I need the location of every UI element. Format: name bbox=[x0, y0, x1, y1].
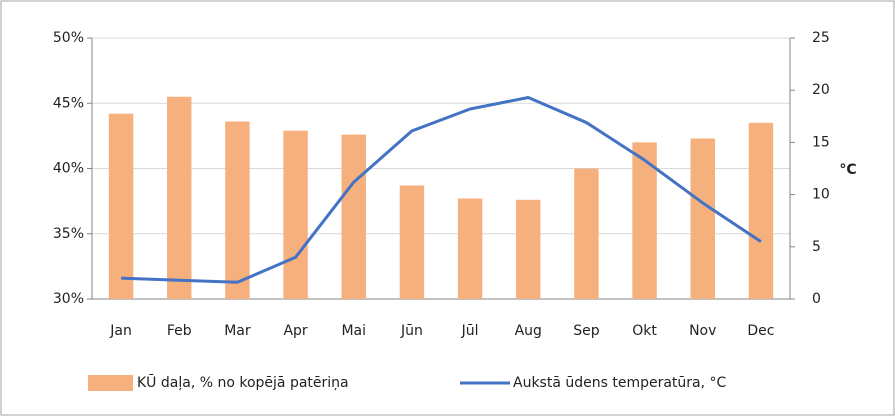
x-tick-label: Dec bbox=[747, 323, 774, 339]
y-tick-label: 30% bbox=[53, 291, 84, 307]
legend-swatch bbox=[88, 375, 133, 391]
x-tick-label: Mai bbox=[341, 323, 366, 339]
bar bbox=[516, 199, 541, 299]
x-tick-label: Nov bbox=[689, 323, 716, 339]
y-tick-label: 45% bbox=[53, 95, 84, 111]
y2-tick-label: 20 bbox=[812, 82, 830, 98]
legend-label: Aukstā ūdens temperatūra, °C bbox=[513, 375, 727, 391]
bar bbox=[341, 134, 366, 299]
bar bbox=[399, 185, 425, 299]
y-tick-label: 35% bbox=[53, 226, 84, 242]
x-tick-label: Jan bbox=[109, 323, 132, 339]
bar bbox=[457, 198, 483, 299]
y2-tick-label: 25 bbox=[812, 30, 830, 46]
bar bbox=[690, 138, 715, 299]
x-tick-label: Mar bbox=[224, 323, 251, 339]
legend-label: KŪ daļa, % no kopējā patēriņa bbox=[137, 374, 349, 391]
bar bbox=[283, 130, 308, 299]
y2-tick-label: 15 bbox=[812, 134, 830, 150]
x-tick-label: Aug bbox=[515, 323, 542, 339]
bar bbox=[167, 96, 192, 299]
line bbox=[121, 96, 762, 284]
y2-axis-title: °C bbox=[839, 162, 856, 178]
x-tick-label: Feb bbox=[167, 323, 192, 339]
x-tick-label: Okt bbox=[632, 323, 657, 339]
y2-tick-label: 10 bbox=[812, 187, 830, 203]
x-tick-label: Sep bbox=[573, 323, 600, 339]
y2-tick-label: 5 bbox=[812, 239, 821, 255]
x-tick-label: Jūn bbox=[400, 323, 423, 339]
bar bbox=[574, 168, 599, 299]
y-tick-label: 50% bbox=[53, 30, 84, 46]
bar bbox=[748, 122, 774, 299]
y-tick-label: 40% bbox=[53, 161, 84, 177]
x-tick-label: Jūl bbox=[461, 323, 479, 339]
bar bbox=[108, 113, 134, 299]
bar bbox=[632, 142, 657, 299]
x-tick-label: Apr bbox=[283, 323, 307, 339]
bar bbox=[225, 121, 250, 300]
y2-tick-label: 0 bbox=[812, 291, 821, 307]
